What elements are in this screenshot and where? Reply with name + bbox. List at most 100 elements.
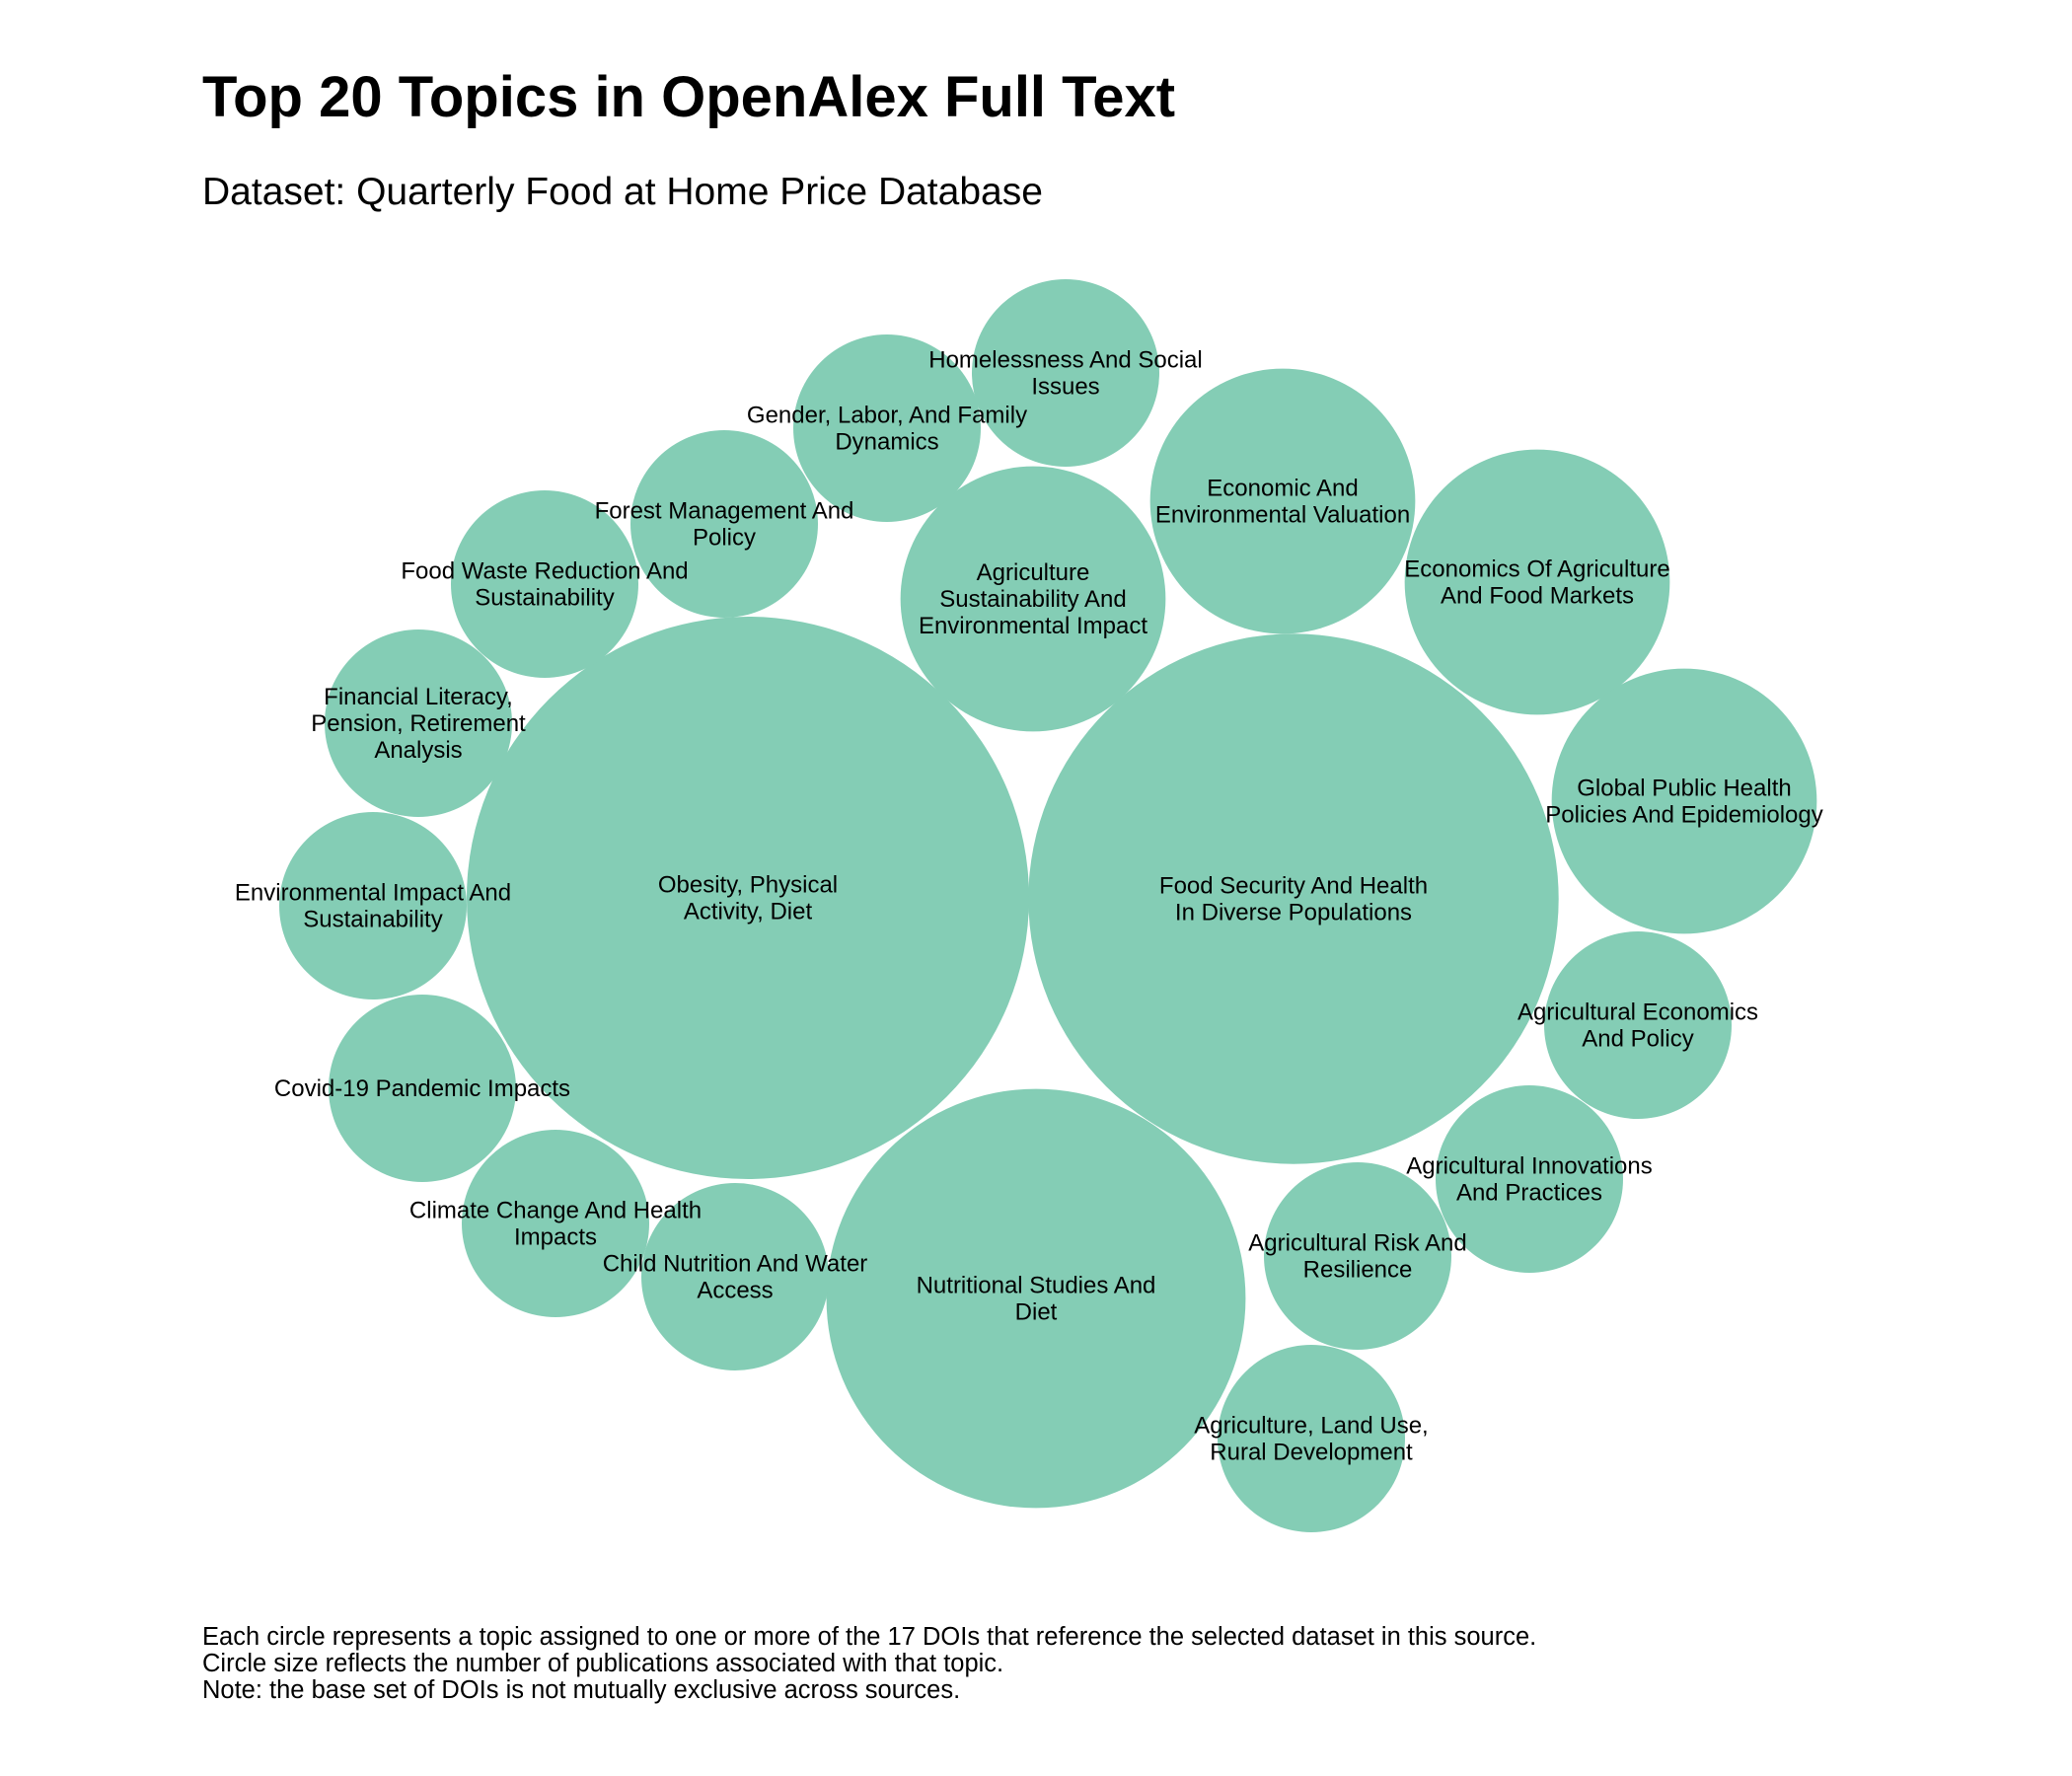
bubble-label: Climate Change And Health Impacts (409, 1198, 702, 1251)
bubble-label-line: Resilience (1303, 1257, 1413, 1284)
topic-bubble (1436, 1085, 1623, 1273)
bubble-label-line: Economic And (1207, 476, 1358, 502)
bubble-label-line: Global Public Health (1577, 776, 1791, 802)
bubble-label-line: And Policy (1582, 1026, 1693, 1053)
bubble-label-line: Agriculture, Land Use, (1194, 1413, 1428, 1440)
topic-bubble (462, 1130, 649, 1317)
topic-bubble (1544, 931, 1732, 1119)
bubble-circle (467, 617, 1029, 1179)
bubble-label-line: Climate Change And Health (409, 1198, 702, 1224)
bubble-label-line: Rural Development (1210, 1440, 1413, 1466)
bubble-label-line: Economics Of Agriculture (1404, 556, 1669, 583)
topic-bubble (1028, 633, 1559, 1164)
bubble-circle (793, 334, 981, 522)
bubble-label-line: Environmental Impact (919, 613, 1147, 639)
bubble-label-line: Analysis (374, 737, 462, 764)
bubble-circle (972, 279, 1159, 467)
topic-bubble (451, 490, 638, 678)
bubble-label: Financial Literacy, Pension, Retirement An… (311, 684, 526, 764)
bubble-circle (1551, 668, 1817, 934)
topic-bubble (1551, 668, 1817, 934)
bubble-circle (325, 629, 512, 817)
bubble-label: Food Security And Health In Diverse Popul… (1159, 873, 1428, 926)
bubble-label-line: Access (697, 1278, 773, 1304)
bubble-label-line: Policy (693, 525, 756, 552)
bubble-label: Agriculture, Land Use, Rural Development (1194, 1413, 1428, 1466)
bubble-label-line: And Practices (1456, 1180, 1602, 1207)
bubble-label-line: Sustainability (475, 585, 614, 612)
bubble-circle (900, 466, 1166, 732)
bubble-label: Global Public Health Policies And Epidemi… (1545, 776, 1823, 829)
bubble-circle (1264, 1162, 1451, 1350)
bubble-label: Economics Of Agriculture And Food Markets (1404, 556, 1669, 610)
bubble-label-line: Agricultural Economics (1517, 999, 1758, 1026)
bubble-label-line: Gender, Labor, And Family (747, 403, 1027, 429)
topic-bubble (1404, 449, 1670, 715)
bubble-circle (1404, 449, 1670, 715)
footnote-line: Circle size reflects the number of publi… (202, 1650, 1004, 1677)
bubble-label-line: Pension, Retirement (311, 710, 526, 737)
bubble-label-line: Dynamics (835, 429, 938, 456)
topic-bubble (1218, 1345, 1405, 1532)
bubble-label: Agricultural Innovations And Practices (1406, 1153, 1652, 1207)
bubble-label-line: Agriculture (977, 559, 1090, 586)
bubble-label-line: In Diverse Populations (1175, 900, 1412, 926)
bubble-label-line: Sustainability (303, 907, 442, 933)
bubble-label: Homelessness And Social Issues (928, 347, 1202, 401)
bubble-circle (451, 490, 638, 678)
topic-bubble (900, 466, 1166, 732)
bubble-label-line: Agricultural Risk And (1248, 1230, 1466, 1257)
topic-bubble (1149, 368, 1416, 634)
bubble-label-line: Issues (1031, 374, 1099, 401)
bubble-circle (1028, 633, 1559, 1164)
bubble-label-line: Obesity, Physical (658, 872, 838, 899)
bubble-label: Agricultural Economics And Policy (1517, 999, 1758, 1053)
topic-bubble (329, 995, 516, 1182)
footnote-line: Note: the base set of DOIs is not mutual… (202, 1676, 961, 1704)
footnote-line: Each circle represents a topic assigned … (202, 1623, 1537, 1651)
topic-bubble (279, 812, 467, 999)
bubble-label-line: Nutritional Studies And (917, 1273, 1156, 1299)
bubble-circle (1436, 1085, 1623, 1273)
bubble-label-line: Sustainability And (939, 586, 1126, 613)
bubble-label: Agricultural Risk And Resilience (1248, 1230, 1466, 1284)
bubble-label-line: Financial Literacy, (324, 684, 513, 710)
bubble-label-line: Homelessness And Social (928, 347, 1202, 374)
bubble-circle (641, 1183, 829, 1370)
topic-bubble (325, 629, 512, 817)
topic-bubble (467, 617, 1029, 1179)
bubble-label: Covid-19 Pandemic Impacts (274, 1075, 570, 1102)
chart-title: Top 20 Topics in OpenAlex Full Text (202, 65, 1176, 129)
bubble-label-line: Activity, Diet (684, 899, 813, 925)
bubble-label: Agriculture Sustainability And Environment… (919, 559, 1147, 639)
bubble-label: Obesity, Physical Activity, Diet (658, 872, 838, 925)
bubble-circle (329, 995, 516, 1182)
bubble-circle (462, 1130, 649, 1317)
bubble-circle (279, 812, 467, 999)
topic-bubble (1264, 1162, 1451, 1350)
topic-bubble (826, 1088, 1246, 1509)
chart-footnote: Each circle represents a topic assigned … (202, 1624, 1536, 1704)
bubble-label-line: Food Security And Health (1159, 873, 1428, 900)
bubble-label: Economic And Environmental Valuation (1155, 476, 1410, 529)
topic-bubble (630, 430, 818, 618)
bubble-circle (826, 1088, 1246, 1509)
bubble-label-line: Environmental Impact And (235, 880, 511, 907)
bubble-circle (1218, 1345, 1405, 1532)
topic-bubble (972, 279, 1159, 467)
bubble-label-line: Child Nutrition And Water (603, 1251, 868, 1278)
bubble-label-line: Agricultural Innovations (1406, 1153, 1652, 1180)
bubble-circle (1544, 931, 1732, 1119)
bubble-label-line: Policies And Epidemiology (1545, 802, 1823, 829)
bubble-label-line: And Food Markets (1441, 583, 1634, 610)
bubble-label: Nutritional Studies And Diet (917, 1273, 1156, 1326)
chart-subtitle: Dataset: Quarterly Food at Home Price Da… (202, 171, 1043, 213)
topic-bubble (641, 1183, 829, 1370)
bubble-label-line: Environmental Valuation (1155, 502, 1410, 529)
bubble-label: Food Waste Reduction And Sustainability (401, 558, 688, 612)
bubble-label: Gender, Labor, And Family Dynamics (747, 403, 1027, 456)
bubble-label-line: Covid-19 Pandemic Impacts (274, 1075, 570, 1102)
bubble-label: Environmental Impact And Sustainability (235, 880, 511, 933)
bubble-circle (1149, 368, 1416, 634)
